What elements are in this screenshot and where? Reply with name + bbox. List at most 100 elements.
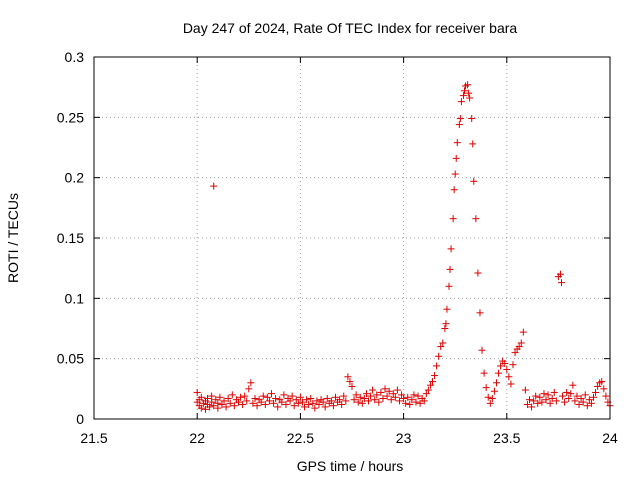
- y-axis-title: ROTI / TECUs: [5, 193, 21, 283]
- data-point: [263, 393, 271, 401]
- data-point: [526, 396, 534, 404]
- data-point: [311, 404, 319, 412]
- data-point: [532, 392, 540, 400]
- data-point: [226, 399, 234, 407]
- data-point: [466, 94, 474, 102]
- data-point: [282, 401, 290, 409]
- data-point: [210, 402, 218, 410]
- data-point: [208, 392, 216, 400]
- data-point: [598, 378, 606, 386]
- data-point: [573, 392, 581, 400]
- data-point: [253, 402, 261, 410]
- data-point: [447, 245, 455, 253]
- data-point: [579, 398, 587, 406]
- data-point: [544, 391, 552, 399]
- y-tick-label: 0.05: [57, 351, 84, 367]
- data-point: [488, 394, 496, 402]
- data-point: [501, 359, 509, 367]
- data-point: [478, 346, 486, 354]
- data-point: [449, 215, 457, 223]
- data-point: [435, 352, 443, 360]
- data-point: [503, 366, 511, 374]
- data-point: [309, 399, 317, 407]
- data-point: [398, 391, 406, 399]
- data-point: [204, 394, 212, 402]
- data-point: [201, 405, 209, 413]
- data-point: [450, 186, 458, 194]
- data-point: [476, 309, 484, 317]
- data-point: [495, 369, 503, 377]
- data-point: [587, 399, 595, 407]
- data-point: [497, 362, 505, 370]
- data-point: [259, 392, 267, 400]
- data-point: [234, 398, 242, 406]
- data-point: [453, 139, 461, 147]
- data-point: [577, 394, 585, 402]
- data-point: [404, 393, 412, 401]
- data-point: [342, 397, 350, 405]
- data-point: [459, 92, 467, 100]
- data-point: [367, 392, 375, 400]
- data-point: [329, 402, 337, 410]
- data-point: [197, 404, 205, 412]
- data-point: [241, 392, 249, 400]
- data-point: [470, 177, 478, 185]
- data-point: [433, 362, 441, 370]
- data-point: [222, 403, 230, 411]
- data-point: [210, 182, 218, 190]
- data-point: [507, 380, 515, 388]
- data-point: [301, 403, 309, 411]
- data-point: [344, 373, 352, 381]
- data-point: [538, 398, 546, 406]
- data-point: [581, 391, 589, 399]
- data-point: [412, 398, 420, 406]
- data-point: [426, 381, 434, 389]
- data-point: [422, 390, 430, 398]
- data-point: [443, 305, 451, 313]
- data-point: [206, 403, 214, 411]
- data-point: [490, 387, 498, 395]
- data-point: [338, 401, 346, 409]
- data-point: [193, 388, 201, 396]
- data-point: [569, 381, 577, 389]
- data-point: [410, 391, 418, 399]
- data-point: [220, 397, 228, 405]
- data-point: [480, 369, 488, 377]
- data-point: [571, 397, 579, 405]
- data-point: [251, 394, 259, 402]
- data-point: [431, 372, 439, 380]
- data-point: [216, 393, 224, 401]
- data-point: [515, 343, 523, 351]
- data-point: [369, 386, 377, 394]
- data-point: [523, 401, 531, 409]
- data-point: [484, 393, 492, 401]
- data-point: [278, 398, 286, 406]
- data-point: [542, 396, 550, 404]
- data-point: [352, 391, 360, 399]
- x-tick-label: 24: [602, 430, 618, 446]
- data-point: [511, 349, 519, 357]
- data-point: [272, 394, 280, 402]
- data-point: [377, 388, 385, 396]
- data-point: [486, 399, 494, 407]
- data-point: [600, 385, 608, 393]
- data-point: [365, 397, 373, 405]
- data-point: [237, 393, 245, 401]
- data-point: [313, 397, 321, 405]
- data-point: [561, 398, 569, 406]
- data-point: [583, 402, 591, 410]
- y-tick-label: 0.25: [57, 109, 84, 125]
- data-point: [356, 393, 364, 401]
- data-point: [585, 396, 593, 404]
- data-point: [212, 396, 220, 404]
- data-point: [400, 394, 408, 402]
- x-tick-label: 22: [189, 430, 205, 446]
- data-point: [437, 343, 445, 351]
- data-point: [469, 140, 477, 148]
- data-point: [446, 265, 454, 273]
- data-point: [602, 392, 610, 400]
- data-point: [387, 396, 395, 404]
- axis-ticks: [93, 56, 611, 420]
- data-point: [552, 397, 560, 405]
- data-point: [239, 401, 247, 409]
